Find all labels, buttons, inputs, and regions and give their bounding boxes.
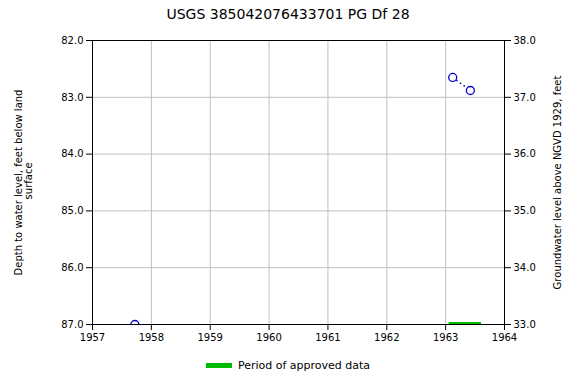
svg-text:87.0: 87.0 [61,319,83,330]
svg-text:1957: 1957 [80,332,105,343]
html-text:USGS 385042076433701 PG Df 28: USGS 385042076433701 PG Df 28 [166,6,410,22]
svg-text:1963: 1963 [433,332,458,343]
svg-text:86.0: 86.0 [61,262,83,273]
svg-text:36.0: 36.0 [514,148,536,159]
svg-text:82.0: 82.0 [61,35,83,46]
svg-text:1960: 1960 [256,332,281,343]
svg-text:1964: 1964 [492,332,517,343]
svg-text:Groundwater level above NGVD 1: Groundwater level above NGVD 1929, feet [552,76,563,290]
svg-text:84.0: 84.0 [61,148,83,159]
svg-text:34.0: 34.0 [514,262,536,273]
svg-text:Depth to water level, feet bel: Depth to water level, feet below land su… [13,90,34,276]
svg-text:1961: 1961 [315,332,340,343]
html-text:Period of approved data: Period of approved data [237,358,371,372]
svg-text:83.0: 83.0 [61,92,83,103]
svg-text:1959: 1959 [197,332,222,343]
svg-text:85.0: 85.0 [61,205,83,216]
svg-text:38.0: 38.0 [514,35,536,46]
svg-text:33.0: 33.0 [514,319,536,330]
svg-text:1958: 1958 [139,332,164,343]
svg-text:37.0: 37.0 [514,92,536,103]
svg-text:1962: 1962 [374,332,399,343]
svg-text:35.0: 35.0 [514,205,536,216]
